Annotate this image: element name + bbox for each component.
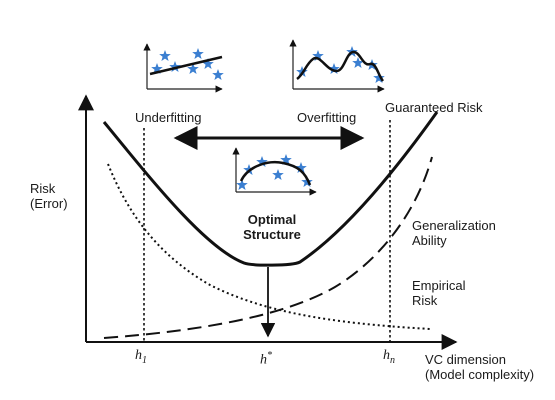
generalization-line1: Generalization — [412, 218, 496, 233]
tick-hn: hn — [383, 348, 395, 368]
generalization-label: Generalization Ability — [412, 218, 496, 248]
tick-hn-base: h — [383, 348, 390, 363]
tick-hn-sub: n — [390, 354, 395, 366]
star-icon — [212, 69, 224, 80]
overfitting-inset — [289, 39, 385, 93]
y-axis-label: Risk (Error) — [30, 181, 68, 211]
tick-hstar-base: h — [260, 352, 267, 368]
overfitting-label: Overfitting — [297, 110, 357, 125]
empirical-line2: Risk — [412, 293, 438, 308]
optimal-inset — [232, 147, 317, 196]
underfitting-inset — [143, 43, 224, 93]
empirical-risk-label: Empirical Risk — [412, 278, 465, 308]
x-axis-label: VC dimension (Model complexity) — [425, 352, 534, 382]
tick-hstar-sup: * — [267, 350, 272, 361]
main-axes — [78, 94, 458, 350]
tick-h1: h1 — [135, 348, 147, 368]
optimal-structure-label: Optimal Structure — [232, 212, 312, 242]
x-axis-label-line1: VC dimension — [425, 352, 506, 367]
optimal-fit-curve — [239, 161, 312, 186]
tick-h1-sub: 1 — [142, 354, 147, 366]
tick-hstar: h* — [260, 348, 272, 368]
linear-fit-line — [149, 55, 223, 76]
star-icon — [272, 169, 284, 180]
tick-h1-base: h — [135, 348, 142, 363]
guaranteed-risk-label: Guaranteed Risk — [385, 100, 483, 115]
y-axis-label-line2: (Error) — [30, 196, 68, 211]
generalization-line2: Ability — [412, 233, 447, 248]
underfitting-label: Underfitting — [135, 110, 202, 125]
optimal-line2: Structure — [243, 227, 301, 242]
star-icon — [192, 48, 204, 59]
empirical-risk-curve — [107, 163, 431, 330]
x-axis-label-line2: (Model complexity) — [425, 367, 535, 382]
generalization-curve — [103, 156, 433, 339]
overfit-curve — [296, 50, 385, 82]
star-icon — [159, 50, 171, 61]
guaranteed-risk-curve — [102, 111, 439, 267]
optimal-line1: Optimal — [247, 212, 297, 227]
y-axis-label-line1: Risk — [30, 181, 56, 196]
empirical-line1: Empirical — [412, 278, 466, 293]
